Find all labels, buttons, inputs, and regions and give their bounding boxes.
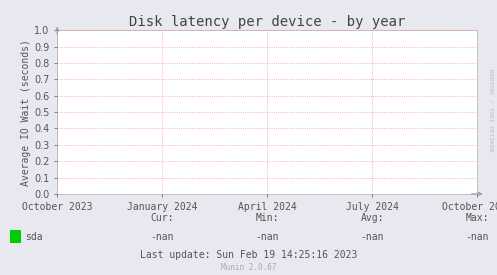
Text: -nan: -nan	[255, 232, 279, 242]
Text: Avg:: Avg:	[360, 213, 384, 223]
Text: Last update: Sun Feb 19 14:25:16 2023: Last update: Sun Feb 19 14:25:16 2023	[140, 250, 357, 260]
Y-axis label: Average IO Wait (seconds): Average IO Wait (seconds)	[21, 39, 31, 186]
Text: -nan: -nan	[360, 232, 384, 242]
Text: -nan: -nan	[151, 232, 174, 242]
Text: Min:: Min:	[255, 213, 279, 223]
Text: -nan: -nan	[465, 232, 489, 242]
Text: Max:: Max:	[465, 213, 489, 223]
Text: Cur:: Cur:	[151, 213, 174, 223]
Title: Disk latency per device - by year: Disk latency per device - by year	[129, 15, 406, 29]
Text: sda: sda	[25, 232, 42, 241]
Text: RRDTOOL / TOBI OETIKER: RRDTOOL / TOBI OETIKER	[489, 69, 494, 151]
Text: Munin 2.0.67: Munin 2.0.67	[221, 263, 276, 272]
